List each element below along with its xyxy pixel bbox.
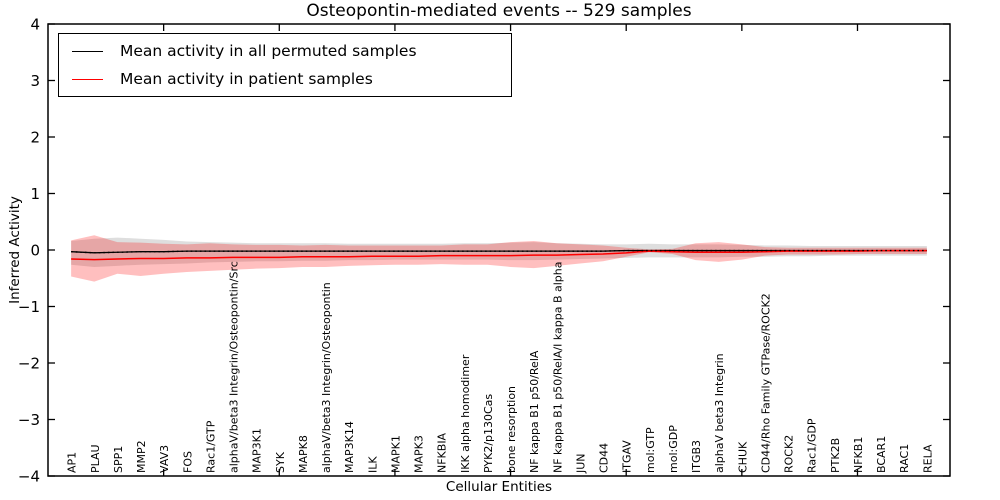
- patient-line-swatch: [72, 78, 103, 80]
- x-tick-label: JUN: [574, 453, 587, 474]
- y-tick-label: −2: [18, 354, 40, 372]
- x-tick-label: AP1: [66, 452, 79, 473]
- x-tick-label: MMP2: [135, 440, 148, 473]
- y-tick-label: 4: [30, 15, 40, 33]
- y-tick-label: 2: [30, 128, 40, 146]
- x-tick-label: ITGB3: [690, 440, 703, 473]
- y-tick-label: 1: [30, 185, 40, 203]
- y-tick-label: 0: [30, 241, 40, 259]
- patient-std-band: [71, 235, 927, 282]
- y-axis-label: Inferred Activity: [7, 196, 23, 304]
- x-tick-label: mol:GDP: [667, 425, 680, 473]
- y-tick-label: −3: [18, 411, 40, 429]
- x-tick-label: bone resorption: [505, 386, 518, 473]
- legend: Mean activity in all permuted samples Me…: [58, 33, 512, 97]
- x-tick-label: MAP3K14: [343, 421, 356, 473]
- x-tick-label: CHUK: [736, 441, 749, 473]
- x-tick-label: CD44: [598, 443, 611, 473]
- x-tick-label: Rac1/GTP: [204, 420, 217, 473]
- x-tick-label: FOS: [181, 451, 194, 473]
- permuted-line-swatch: [72, 50, 103, 52]
- x-tick-label: SYK: [274, 451, 287, 473]
- x-tick-label: SPP1: [112, 446, 125, 473]
- x-axis-label: Cellular Entities: [445, 479, 553, 495]
- x-tick-label: alphaV beta3 Integrin: [713, 353, 726, 473]
- legend-item-permuted: Mean activity in all permuted samples: [72, 38, 511, 64]
- x-tick-label: IKK alpha homodimer: [459, 354, 472, 473]
- x-tick-label: alphaV/beta3 Integrin/Osteopontin/Src: [228, 261, 241, 473]
- x-tick-label: BCAR1: [875, 436, 888, 473]
- x-tick-label: RELA: [921, 444, 934, 473]
- x-tick-label: ROCK2: [783, 435, 796, 473]
- x-tick-label: NFKB1: [852, 437, 865, 473]
- x-tick-label: CD44/Rho Family GTPase/ROCK2: [759, 293, 772, 473]
- x-tick-label: MAP3K1: [251, 428, 264, 473]
- x-tick-label: PTK2B: [829, 438, 842, 473]
- x-tick-label: RAC1: [898, 444, 911, 473]
- x-tick-label: VAV3: [158, 445, 171, 473]
- x-tick-label: NFKBIA: [436, 432, 449, 473]
- x-tick-label: PYK2/p130Cas: [482, 394, 495, 473]
- x-tick-label: ITGAV: [621, 440, 634, 473]
- x-tick-label: alphaV/beta3 Integrin/Osteopontin: [320, 282, 333, 473]
- x-tick-label: Rac1/GDP: [806, 418, 819, 473]
- x-tick-label: ILK: [366, 456, 379, 473]
- x-tick-label: PLAU: [89, 444, 102, 473]
- x-tick-label: MAPK1: [389, 435, 402, 473]
- x-tick-label: mol:GTP: [644, 427, 657, 473]
- x-tick-label: NF kappa B1 p50/RelA/I kappa B alpha: [551, 262, 564, 474]
- y-tick-label: 3: [30, 72, 40, 90]
- zero-dotted-line: [71, 249, 927, 254]
- x-tick-label: NF kappa B1 p50/RelA: [528, 350, 541, 473]
- permuted-std-band: [71, 237, 927, 267]
- x-tick-label: MAPK3: [413, 435, 426, 473]
- x-tick-label: MAPK8: [297, 435, 310, 473]
- y-tick-label: −1: [18, 298, 40, 316]
- legend-item-patient: Mean activity in patient samples: [72, 66, 511, 92]
- legend-label-permuted: Mean activity in all permuted samples: [120, 42, 417, 60]
- legend-label-patient: Mean activity in patient samples: [120, 70, 373, 88]
- chart-title: Osteopontin-mediated events -- 529 sampl…: [306, 1, 692, 21]
- y-tick-label: −4: [18, 467, 40, 485]
